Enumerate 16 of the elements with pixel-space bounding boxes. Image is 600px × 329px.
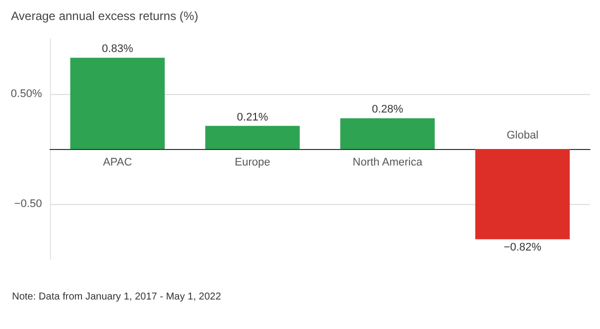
data-label: 0.21% <box>236 111 268 124</box>
x-tick-label: Europe <box>234 156 270 168</box>
x-tick-label: Global <box>506 130 538 142</box>
y-tick-label: −0.50 <box>14 198 42 210</box>
chart-title: Average annual excess returns (%) <box>11 9 198 23</box>
bar <box>205 126 300 149</box>
y-tick-label: 0.50% <box>10 88 42 100</box>
data-label: −0.82% <box>504 242 542 254</box>
data-label: 0.28% <box>372 104 404 116</box>
bar <box>340 118 435 149</box>
bar <box>475 149 570 240</box>
data-label: 0.83% <box>102 43 134 56</box>
bar <box>70 58 165 149</box>
x-tick-label: North America <box>352 156 424 168</box>
text: Note: Data from January 1, 2017 - May 1, 2022 <box>12 292 222 302</box>
x-tick-label: APAC <box>102 156 132 168</box>
